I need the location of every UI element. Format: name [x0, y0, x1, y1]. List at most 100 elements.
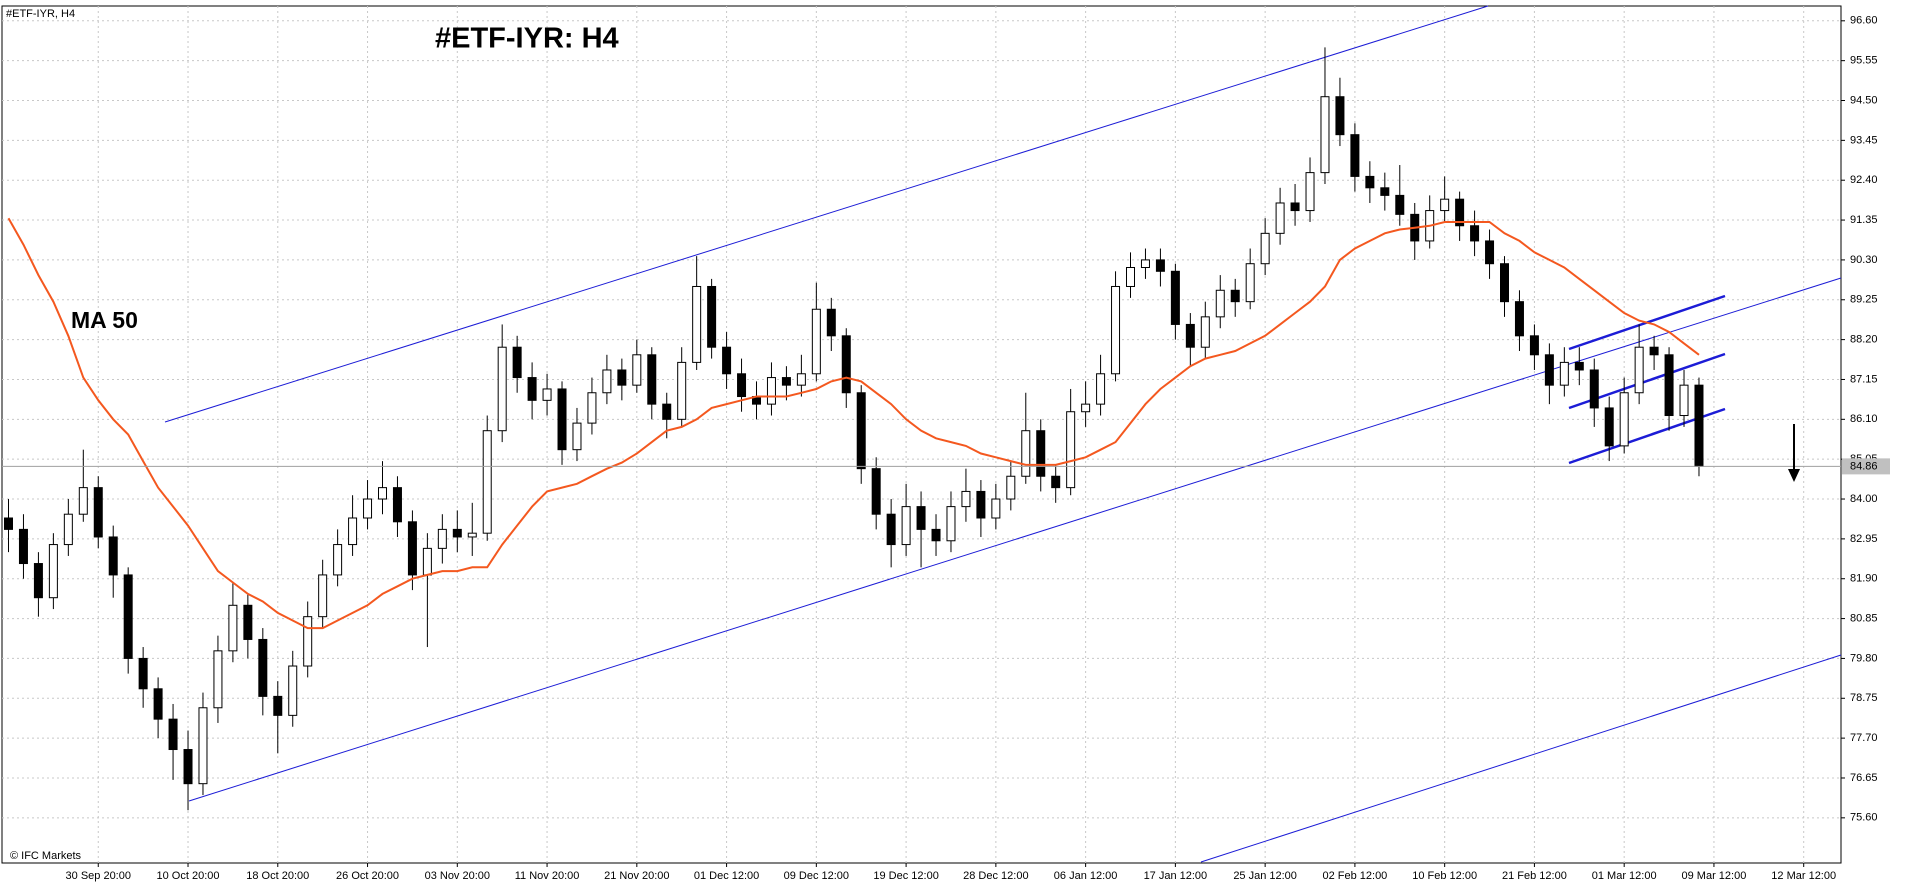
candle-body	[1021, 430, 1031, 477]
x-tick-label: 17 Jan 12:00	[1144, 870, 1208, 882]
y-tick-label: 78.75	[1850, 692, 1878, 704]
candle-body	[33, 563, 43, 599]
y-tick-label: 88.20	[1850, 334, 1878, 346]
arrow-head	[1788, 469, 1800, 482]
candle-body	[1290, 202, 1300, 212]
chart-title: #ETF-IYR: H4	[435, 23, 619, 55]
candle-body	[692, 285, 702, 363]
candle-body	[916, 506, 926, 530]
ma-label: MA 50	[71, 307, 138, 333]
candle-body	[1365, 175, 1375, 189]
candle-body	[1215, 289, 1225, 318]
x-tick-label: 18 Oct 20:00	[246, 870, 309, 882]
candle-body	[1260, 232, 1270, 265]
y-tick-label: 81.90	[1850, 573, 1878, 585]
candle-body	[1589, 369, 1599, 409]
candle-body	[677, 361, 687, 420]
x-tick-label: 03 Nov 20:00	[425, 870, 490, 882]
candle-body	[662, 403, 672, 420]
candle-body	[422, 547, 432, 576]
candle-body	[108, 536, 118, 576]
candle-body	[856, 392, 866, 470]
candle-body	[258, 638, 268, 697]
candle-body	[48, 544, 58, 599]
candle-body	[1395, 194, 1405, 215]
candle-body	[1664, 354, 1674, 417]
candle-body	[991, 498, 1001, 519]
candle-body	[766, 377, 776, 405]
x-tick-label: 10 Oct 20:00	[157, 870, 220, 882]
candle-body	[363, 498, 373, 519]
y-tick-label: 95.55	[1850, 55, 1878, 67]
candle-body	[243, 604, 253, 640]
y-tick-label: 75.60	[1850, 812, 1878, 824]
candle-body	[722, 346, 732, 375]
candle-body	[602, 369, 612, 394]
candle-body	[1230, 289, 1240, 303]
candle-body	[512, 346, 522, 379]
candle-body	[78, 487, 88, 515]
x-tick-label: 06 Jan 12:00	[1054, 870, 1118, 882]
y-tick-label: 91.35	[1850, 214, 1878, 226]
candle-body	[378, 487, 387, 500]
x-tick-label: 09 Mar 12:00	[1682, 870, 1747, 882]
candle-body	[1275, 202, 1285, 234]
candle-body	[1051, 475, 1061, 489]
candle-body	[1529, 335, 1539, 356]
x-tick-label: 10 Feb 12:00	[1412, 870, 1477, 882]
marks	[2, 47, 1841, 811]
candle-body	[841, 335, 851, 394]
candle-body	[1574, 361, 1584, 371]
candle-body	[482, 430, 492, 534]
channel-line	[1200, 654, 1842, 863]
candle-body	[1200, 316, 1210, 348]
source: © IFC Markets	[10, 850, 82, 862]
candle-body	[1514, 301, 1524, 337]
x-tick-label: 30 Sep 20:00	[66, 870, 131, 882]
candle-body	[931, 528, 941, 542]
candle-body	[348, 517, 358, 546]
candle-body	[587, 392, 597, 424]
candle-body	[18, 528, 28, 565]
candle-body	[1455, 198, 1465, 227]
candle-body	[183, 749, 193, 785]
channel-line	[164, 5, 1489, 423]
candle-body	[632, 354, 642, 386]
candle-body	[1649, 346, 1659, 356]
candle-body	[467, 532, 477, 538]
candle-body	[1694, 384, 1704, 467]
candle-body	[93, 487, 103, 538]
y-tick-label: 86.10	[1850, 413, 1878, 425]
y-tick-label: 89.25	[1850, 294, 1878, 306]
x-tick-label: 11 Nov 20:00	[515, 870, 580, 882]
candle-body	[1170, 270, 1180, 325]
candle-body	[707, 285, 717, 348]
candle-body	[288, 665, 298, 716]
candle-body	[303, 616, 313, 667]
y-tick-label: 90.30	[1850, 254, 1878, 266]
candle-body	[542, 388, 552, 401]
forecast-arrow	[1788, 424, 1800, 482]
candle-body	[168, 718, 178, 751]
candle-body	[617, 369, 627, 386]
candle-body	[1155, 259, 1165, 272]
current-price-label: 84.86	[1850, 460, 1878, 472]
candle-body	[886, 513, 896, 546]
candle-body	[213, 650, 223, 709]
x-tick-label: 02 Feb 12:00	[1322, 870, 1387, 882]
candle-body	[1500, 263, 1509, 303]
candle-body	[1006, 475, 1016, 500]
candle-body	[138, 657, 148, 690]
candle-body	[647, 354, 657, 405]
candle-body	[63, 513, 73, 546]
x-tick-label: 12 Mar 12:00	[1771, 870, 1836, 882]
y-tick-label: 80.85	[1850, 612, 1878, 624]
y-tick-label: 77.70	[1850, 732, 1878, 744]
candle-body	[1380, 187, 1390, 196]
candle-body	[1604, 407, 1614, 447]
x-tick-label: 25 Jan 12:00	[1233, 870, 1297, 882]
y-tick-label: 87.15	[1850, 373, 1878, 385]
candle-body	[333, 544, 343, 576]
